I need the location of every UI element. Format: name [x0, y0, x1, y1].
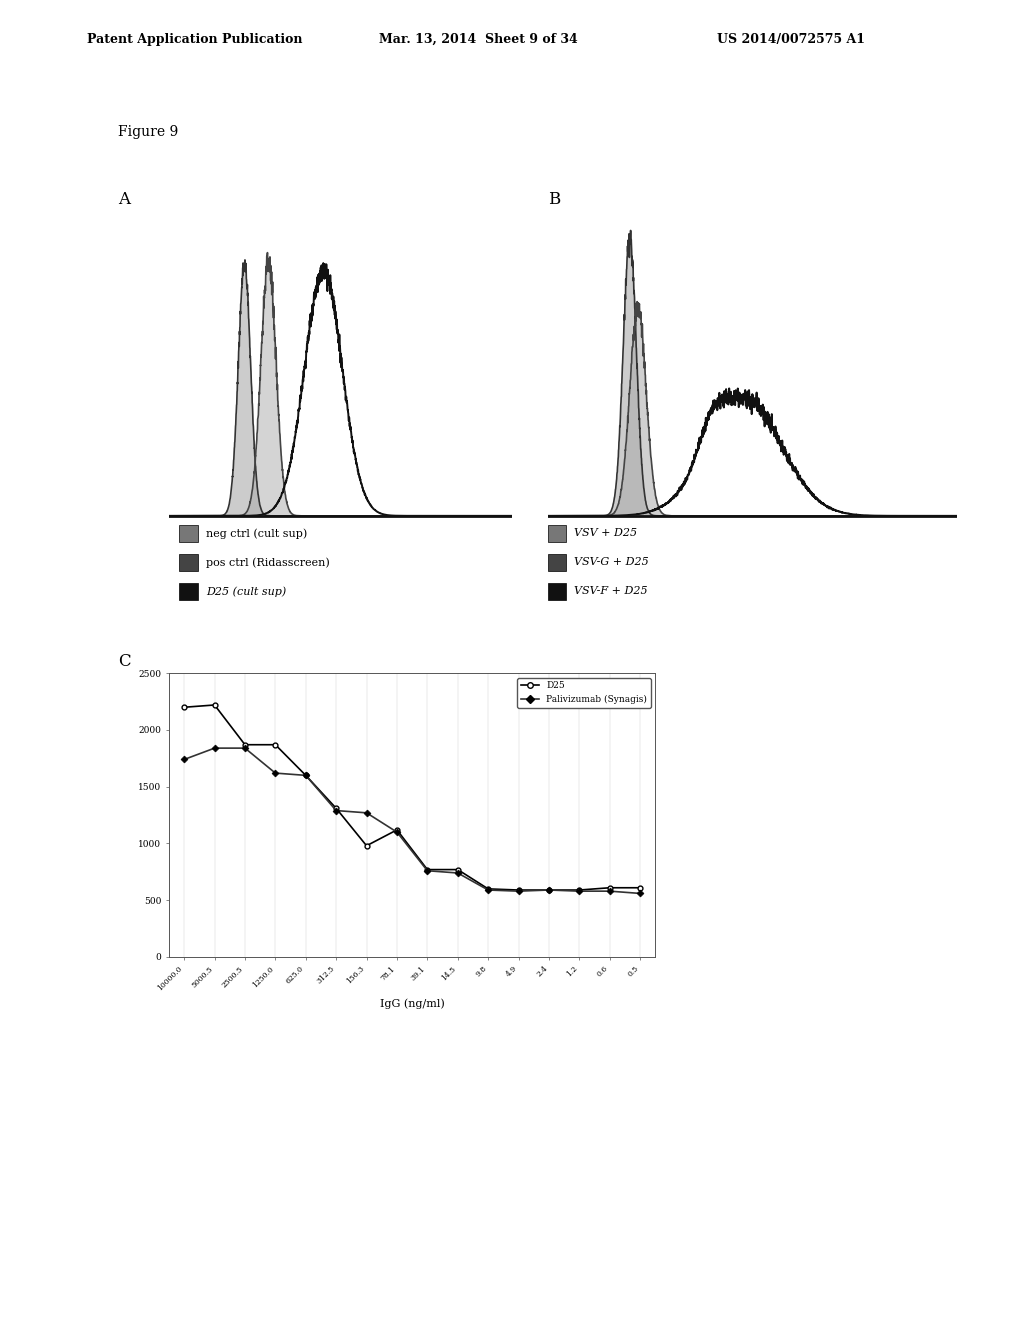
- D25: [239, 737, 251, 752]
- Palivizumab (Synagis): [300, 767, 312, 783]
- D25: [209, 697, 221, 713]
- D25: [178, 700, 190, 715]
- Palivizumab (Synagis): [421, 863, 433, 879]
- Palivizumab (Synagis): [634, 886, 646, 902]
- Palivizumab (Synagis): [573, 883, 586, 899]
- D25: [543, 882, 555, 898]
- Text: VSV-G + D25: VSV-G + D25: [574, 557, 649, 568]
- Text: Patent Application Publication: Patent Application Publication: [87, 33, 302, 46]
- D25: [482, 880, 495, 896]
- Palivizumab (Synagis): [330, 803, 342, 818]
- Text: pos ctrl (Ridasscreen): pos ctrl (Ridasscreen): [206, 557, 330, 568]
- Text: Mar. 13, 2014  Sheet 9 of 34: Mar. 13, 2014 Sheet 9 of 34: [379, 33, 578, 46]
- Palivizumab (Synagis): [603, 883, 615, 899]
- D25: [330, 800, 342, 816]
- Palivizumab (Synagis): [391, 824, 403, 840]
- D25: [360, 838, 373, 854]
- D25: [603, 880, 615, 896]
- Text: B: B: [548, 191, 560, 209]
- D25: [573, 882, 586, 898]
- Palivizumab (Synagis): [178, 751, 190, 767]
- X-axis label: IgG (ng/ml): IgG (ng/ml): [380, 998, 444, 1008]
- Palivizumab (Synagis): [482, 882, 495, 898]
- D25: [452, 862, 464, 878]
- Palivizumab (Synagis): [239, 741, 251, 756]
- Line: Palivizumab (Synagis): Palivizumab (Synagis): [181, 746, 643, 896]
- Palivizumab (Synagis): [512, 883, 524, 899]
- Text: D25 (cult sup): D25 (cult sup): [206, 586, 286, 597]
- Palivizumab (Synagis): [360, 805, 373, 821]
- Text: Figure 9: Figure 9: [118, 125, 178, 140]
- Text: VSV-F + D25: VSV-F + D25: [574, 586, 648, 597]
- Text: US 2014/0072575 A1: US 2014/0072575 A1: [717, 33, 865, 46]
- Legend: D25, Palivizumab (Synagis): D25, Palivizumab (Synagis): [517, 677, 651, 708]
- Palivizumab (Synagis): [543, 882, 555, 898]
- Text: neg ctrl (cult sup): neg ctrl (cult sup): [206, 528, 307, 539]
- D25: [300, 767, 312, 783]
- Palivizumab (Synagis): [209, 741, 221, 756]
- Line: D25: D25: [181, 702, 643, 892]
- Text: C: C: [118, 653, 130, 671]
- Text: VSV + D25: VSV + D25: [574, 528, 638, 539]
- D25: [634, 880, 646, 896]
- D25: [512, 882, 524, 898]
- D25: [391, 822, 403, 838]
- Palivizumab (Synagis): [269, 766, 282, 781]
- D25: [269, 737, 282, 752]
- D25: [421, 862, 433, 878]
- Text: A: A: [118, 191, 130, 209]
- Palivizumab (Synagis): [452, 865, 464, 880]
